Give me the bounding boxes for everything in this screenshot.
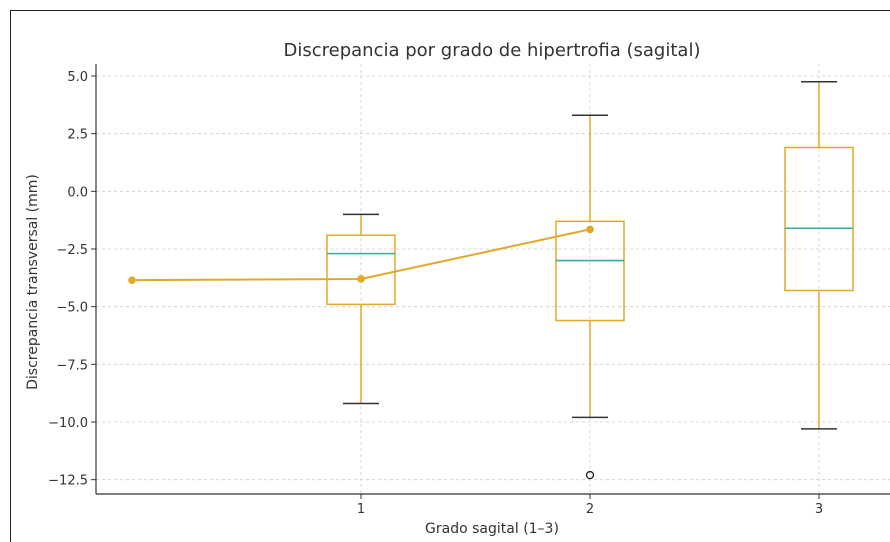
line-series-layer — [128, 225, 594, 284]
y-tick-label: 5.0 — [67, 70, 88, 85]
axes-layer: 5.0 2.5 0.0 −2.5 −5.0 −7.5 −10.0 −12.5 1 2 3 — [48, 64, 890, 517]
y-tick-label: 2.5 — [67, 128, 88, 143]
y-tick-label: −2.5 — [56, 243, 88, 258]
box-group-3 — [784, 81, 854, 430]
x-tick-label: 2 — [586, 502, 594, 517]
y-tick-label: −12.5 — [48, 474, 88, 489]
chart-frame — [10, 10, 890, 542]
box-iqr — [555, 220, 625, 322]
mean-line — [131, 228, 591, 282]
box-group-2 — [555, 114, 625, 480]
y-tick-label: −5.0 — [56, 301, 88, 316]
y-axis-label: Discrepancia transversal (mm) — [25, 174, 41, 390]
y-tick-label: −10.0 — [48, 416, 88, 431]
y-tick-label: 0.0 — [67, 185, 88, 200]
box-iqr — [784, 146, 854, 292]
mean-point — [586, 225, 594, 234]
boxes-layer — [326, 81, 854, 480]
x-axis-label: Grado sagital (1–3) — [425, 521, 559, 537]
x-tick-label: 3 — [815, 502, 823, 517]
box-iqr — [326, 234, 396, 306]
x-tick-label: 1 — [357, 502, 365, 517]
grid-layer — [96, 64, 890, 494]
box-group-1 — [326, 213, 396, 405]
mean-point — [128, 276, 136, 284]
y-tick-label: −7.5 — [56, 358, 88, 373]
mean-point — [357, 275, 365, 283]
outlier-point — [585, 470, 595, 480]
chart-title: Discrepancia por grado de hipertrofia (s… — [284, 40, 701, 61]
